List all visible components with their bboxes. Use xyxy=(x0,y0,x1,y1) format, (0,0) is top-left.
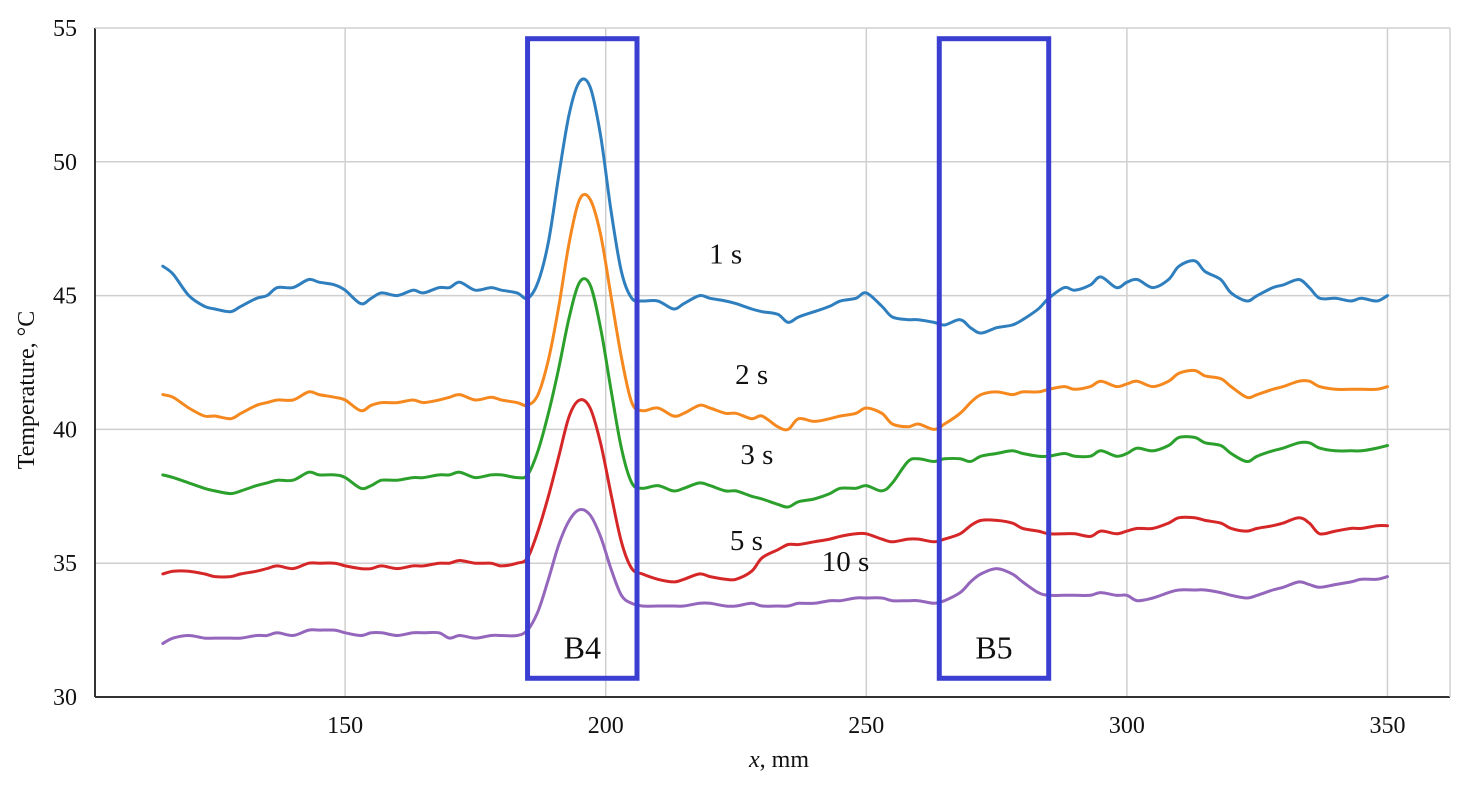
region-box xyxy=(936,36,1052,681)
y-tick-label: 35 xyxy=(53,551,77,577)
series-label: 3 s xyxy=(740,439,773,471)
series-line xyxy=(161,507,1389,645)
x-tick-labels: 150 200 250 300 350 xyxy=(327,713,1405,739)
y-axis-title: Temperature, °C xyxy=(14,311,40,470)
y-tick-label: 50 xyxy=(53,150,77,176)
region-box xyxy=(525,36,640,681)
y-tick-label: 40 xyxy=(53,417,77,443)
x-tick-label: 300 xyxy=(1109,713,1145,739)
x-axis-variable: x xyxy=(748,747,760,773)
region-label: B4 xyxy=(564,629,601,665)
series-line xyxy=(161,77,1389,335)
series-labels: 1 s 2 s 3 s 5 s 10 s xyxy=(709,238,869,578)
y-tick-labels: 30 35 40 45 50 55 xyxy=(53,16,77,711)
series-line xyxy=(161,192,1389,432)
x-axis-title: x, mm xyxy=(748,747,809,773)
y-tick-label: 45 xyxy=(53,284,77,310)
region-label: B5 xyxy=(975,629,1012,665)
series-label: 1 s xyxy=(709,238,742,270)
series-label: 2 s xyxy=(735,359,768,391)
series-label: 5 s xyxy=(730,525,763,557)
x-axis-unit: , mm xyxy=(760,747,810,773)
series-line xyxy=(161,398,1389,584)
x-tick-label: 150 xyxy=(327,713,363,739)
highlight-regions: B4 B5 xyxy=(525,36,1052,681)
x-tick-label: 200 xyxy=(588,713,624,739)
series-lines xyxy=(161,77,1389,645)
series-label: 10 s xyxy=(822,546,870,578)
series-line xyxy=(161,277,1389,509)
x-tick-label: 350 xyxy=(1369,713,1405,739)
x-tick-label: 250 xyxy=(848,713,884,739)
y-tick-label: 30 xyxy=(53,685,77,711)
axes xyxy=(94,27,1451,698)
y-tick-label: 55 xyxy=(53,16,77,42)
